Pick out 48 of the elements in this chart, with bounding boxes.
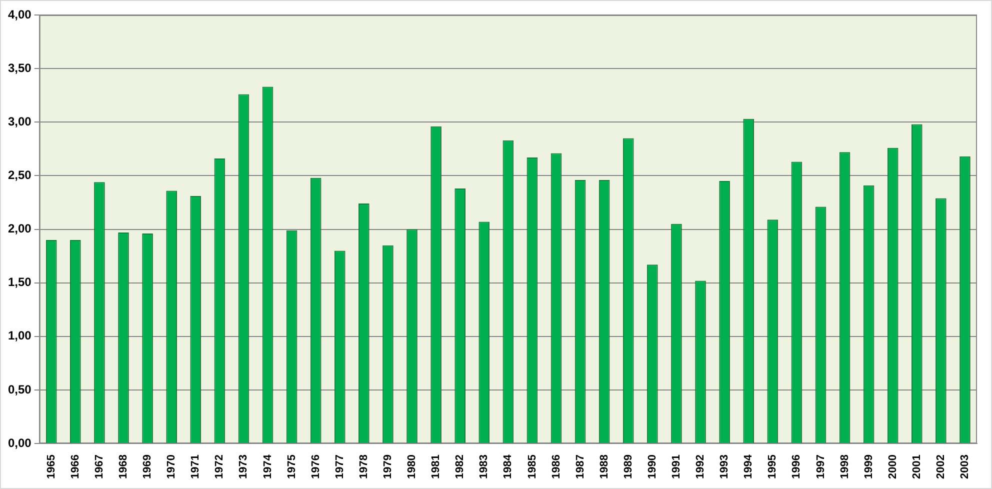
- x-tick-label: 1974: [262, 454, 274, 480]
- y-tick-label: 2,00: [8, 222, 32, 236]
- x-tick-label: 1967: [93, 454, 106, 480]
- y-tick-label: 2,50: [8, 168, 32, 182]
- x-tick-label: 1987: [574, 454, 586, 480]
- x-tick-label: 1979: [382, 454, 394, 480]
- x-tick-label: 1976: [310, 454, 322, 480]
- y-tick-label: 1,50: [8, 275, 32, 290]
- y-tick-label: 3,00: [8, 114, 32, 128]
- y-tick-label: 4,00: [8, 7, 32, 22]
- y-tick-label: 3,50: [8, 60, 32, 75]
- x-tick-label: 1975: [286, 454, 298, 480]
- x-tick-label: 1984: [502, 454, 514, 480]
- x-tick-label: 1982: [454, 454, 466, 480]
- x-tick-label: 1978: [358, 454, 370, 480]
- x-tick-label: 1993: [718, 454, 731, 480]
- x-tick-label: 2003: [959, 454, 972, 480]
- x-tick-label: 1980: [406, 454, 418, 480]
- x-tick-label: 1971: [190, 454, 202, 480]
- y-tick-label: 0,50: [8, 382, 32, 396]
- x-tick-label: 1970: [166, 454, 178, 480]
- x-tick-label: 1990: [646, 454, 658, 480]
- x-tick-label: 1977: [334, 454, 346, 480]
- x-tick-label: 1997: [814, 454, 827, 480]
- x-tick-label: 1995: [766, 454, 779, 480]
- x-tick-label: 1981: [430, 454, 442, 480]
- x-tick-label: 2000: [886, 454, 899, 480]
- x-tick-label: 1966: [69, 454, 82, 480]
- x-tick-label: 1996: [790, 454, 803, 480]
- x-tick-label: 1986: [550, 454, 562, 480]
- x-tick-label: 1999: [862, 454, 875, 480]
- x-tick-label: 2002: [934, 454, 947, 480]
- y-tick-label: 0,00: [8, 436, 32, 450]
- x-tick-label: 1985: [526, 454, 538, 480]
- x-tick-label: 1992: [694, 454, 707, 480]
- x-tick-label: 1983: [478, 454, 490, 480]
- x-tick-label: 1991: [670, 454, 683, 480]
- x-tick-label: 1969: [142, 454, 154, 480]
- y-tick-label: 1,00: [8, 328, 32, 343]
- x-tick-label: 1998: [838, 454, 851, 480]
- x-tick-label: 1973: [238, 454, 250, 480]
- x-tick-label: 1965: [45, 454, 58, 480]
- x-tick-label: 1972: [214, 454, 226, 480]
- x-tick-label: 1994: [742, 454, 755, 480]
- x-tick-label: 1989: [622, 454, 634, 480]
- x-tick-label: 2001: [910, 454, 923, 480]
- x-tick-label: 1988: [598, 454, 610, 480]
- x-tick-label: 1968: [118, 454, 130, 480]
